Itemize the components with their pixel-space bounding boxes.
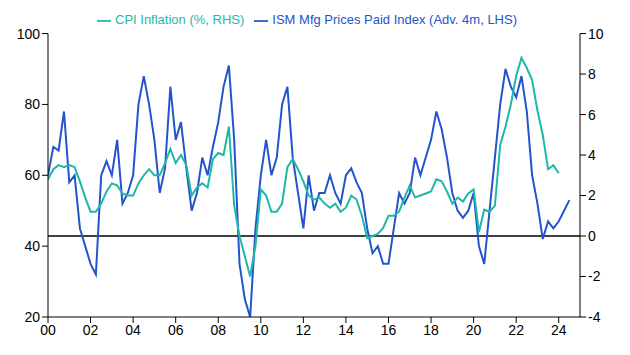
svg-text:02: 02 — [83, 322, 99, 338]
svg-text:24: 24 — [551, 322, 567, 338]
svg-text:08: 08 — [210, 322, 226, 338]
svg-text:10: 10 — [253, 322, 269, 338]
svg-text:12: 12 — [296, 322, 312, 338]
svg-text:20: 20 — [466, 322, 482, 338]
svg-text:20: 20 — [24, 309, 40, 325]
svg-text:04: 04 — [125, 322, 141, 338]
svg-text:80: 80 — [24, 96, 40, 112]
svg-text:6: 6 — [588, 107, 596, 123]
svg-text:10: 10 — [588, 26, 604, 42]
svg-text:00: 00 — [40, 322, 56, 338]
svg-text:-2: -2 — [588, 268, 601, 284]
svg-text:100: 100 — [17, 26, 41, 42]
html-text:ISM Mfg Prices Paid Index (Adv: ISM Mfg Prices Paid Index (Adv. 4m, LHS) — [272, 12, 517, 27]
svg-text:8: 8 — [588, 66, 596, 82]
svg-text:40: 40 — [24, 238, 40, 254]
svg-text:18: 18 — [423, 322, 439, 338]
svg-text:16: 16 — [381, 322, 397, 338]
svg-text:0: 0 — [588, 228, 596, 244]
svg-text:2: 2 — [588, 187, 596, 203]
svg-text:4: 4 — [588, 147, 596, 163]
svg-text:14: 14 — [338, 322, 354, 338]
svg-text:22: 22 — [508, 322, 524, 338]
svg-text:60: 60 — [24, 167, 40, 183]
html-text:CPI Inflation (%, RHS): CPI Inflation (%, RHS) — [115, 12, 245, 27]
svg-text:-4: -4 — [588, 309, 601, 325]
svg-text:06: 06 — [168, 322, 184, 338]
